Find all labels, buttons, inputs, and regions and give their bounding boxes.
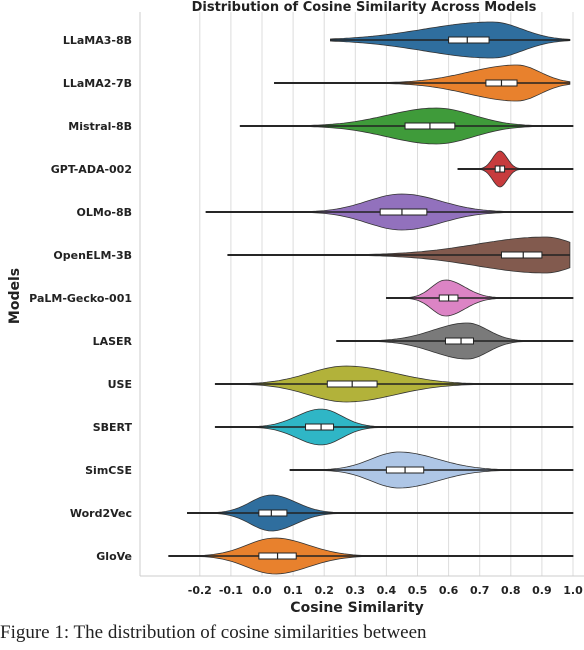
iqr-box	[379, 208, 428, 216]
x-tick-label: 0.4	[377, 584, 397, 597]
y-tick-label: PaLM-Gecko-001	[29, 292, 132, 305]
violin-simcse	[289, 451, 574, 489]
y-tick-label: SimCSE	[85, 464, 132, 477]
x-tick-label: 0.0	[252, 584, 272, 597]
y-tick-labels: LLaMA3-8B LLaMA2-7B Mistral-8B GPT-ADA-002 O…	[29, 34, 132, 563]
violin-glove	[168, 537, 574, 575]
iqr-box	[444, 337, 474, 345]
violin-chart: Distribution of Cosine Similarity Across…	[7, 0, 584, 616]
violin-sbert	[214, 408, 574, 446]
violins	[168, 21, 574, 575]
violin-laser	[336, 322, 574, 360]
y-tick-label: GPT-ADA-002	[51, 163, 132, 176]
y-tick-label: LLaMA2-7B	[63, 77, 132, 90]
x-tick-label: -0.1	[219, 584, 243, 597]
violin-mistral-8b	[239, 107, 574, 145]
y-tick-label: LLaMA3-8B	[63, 34, 132, 47]
figure-caption: Figure 1: The distribution of cosine sim…	[0, 622, 427, 643]
x-tick-label: 0.2	[314, 584, 334, 597]
violin-olmo-8b	[205, 193, 574, 231]
gridlines	[199, 12, 574, 576]
violin-openelm-3b	[227, 236, 571, 274]
y-tick-label: Mistral-8B	[68, 120, 132, 133]
iqr-box	[258, 509, 288, 517]
x-tick-label: 0.5	[408, 584, 428, 597]
y-tick-label: Word2Vec	[70, 507, 132, 520]
y-tick-label: SBERT	[93, 421, 133, 434]
violin-gpt-ada-002	[457, 150, 574, 188]
x-axis-title: Cosine Similarity	[290, 600, 423, 616]
y-axis-title: Models	[7, 268, 23, 324]
y-tick-label: USE	[108, 378, 132, 391]
x-tick-label: 1.0	[563, 584, 583, 597]
violin-use	[214, 365, 574, 403]
y-tick-label: OpenELM-3B	[53, 249, 132, 262]
x-tick-labels: -0.2 -0.1 0.0 0.1 0.2 0.3 0.4 0.5 0.6 0.7 0.8 0.9 1.…	[188, 584, 583, 597]
y-tick-label: OLMo-8B	[77, 206, 132, 219]
x-tick-label: 0.1	[283, 584, 303, 597]
iqr-box	[500, 251, 543, 259]
iqr-box	[305, 423, 335, 431]
y-tick-label: GloVe	[96, 550, 132, 563]
x-tick-label: 0.9	[532, 584, 552, 597]
x-tick-label: 0.8	[501, 584, 521, 597]
violin-word2vec	[187, 494, 574, 532]
chart-title: Distribution of Cosine Similarity Across…	[192, 0, 537, 15]
x-tick-label: 0.7	[470, 584, 490, 597]
violin-llama3-8b	[330, 21, 571, 59]
x-tick-label: -0.2	[188, 584, 212, 597]
x-tick-label: 0.6	[439, 584, 459, 597]
x-tick-label: 0.3	[346, 584, 366, 597]
y-tick-label: LASER	[93, 335, 133, 348]
violin-palm-gecko-001	[386, 279, 574, 317]
iqr-box	[448, 36, 490, 44]
violin-llama2-7b	[274, 64, 571, 102]
